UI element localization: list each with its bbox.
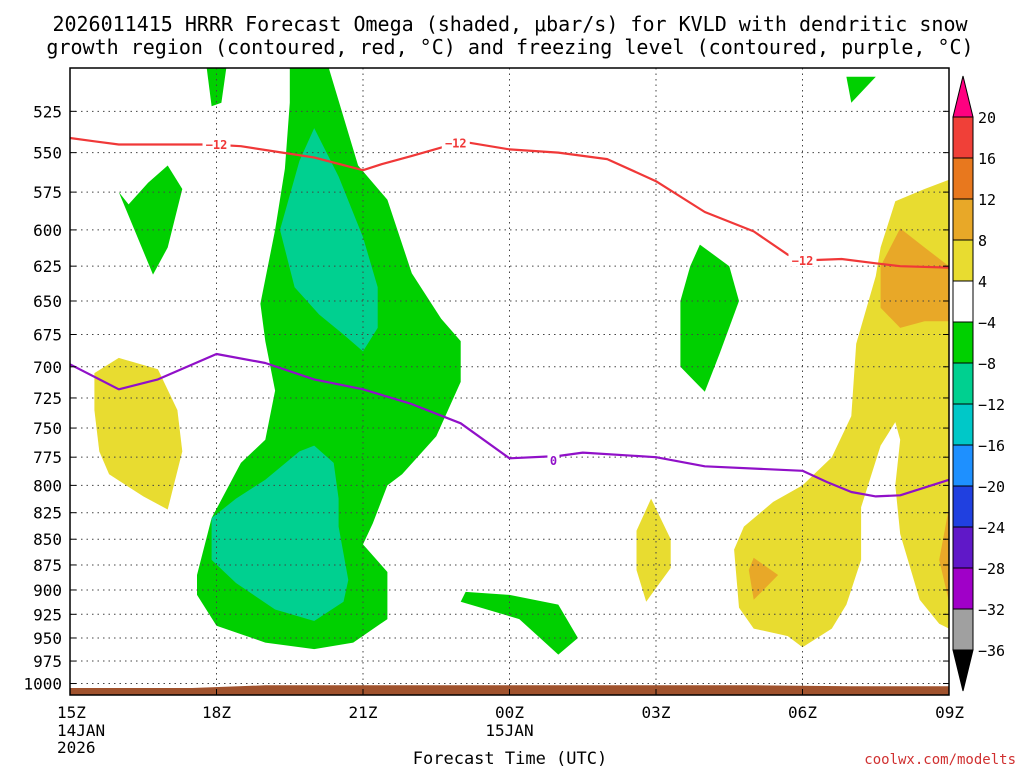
colorbar-bin-6 bbox=[952, 321, 974, 364]
colorbar-arrow-top bbox=[952, 75, 974, 118]
x-axis-title: Forecast Time (UTC) bbox=[413, 749, 607, 768]
colorbar-bin-4 bbox=[952, 239, 974, 282]
y-axis: 525 550 575 600 625 650 675 700 725 750 775 800 825 8… bbox=[23, 102, 949, 694]
colorbar-bin-5 bbox=[952, 280, 974, 323]
omega-area-6 bbox=[846, 76, 876, 103]
colorbar-bin-9 bbox=[952, 444, 974, 487]
colorbar-label-1: 16 bbox=[978, 150, 996, 168]
x-tick-sublabel-15JAN: 15JAN bbox=[485, 721, 533, 740]
y-tick-label-525: 525 bbox=[33, 102, 62, 121]
contour-lines: −12 −12 −12 0 bbox=[69, 135, 950, 498]
dgz-minus12-label-bg-2 bbox=[788, 253, 817, 267]
omega-area-4 bbox=[460, 591, 578, 655]
y-tick-label-750: 750 bbox=[33, 419, 62, 438]
credit-text: coolwx.com/modelts bbox=[864, 752, 1016, 768]
colorbar-label-7: −12 bbox=[978, 396, 1005, 414]
omega-area-14 bbox=[939, 507, 949, 602]
colorbar-bin-8 bbox=[952, 403, 974, 446]
colorbar-label-4: 4 bbox=[978, 273, 987, 291]
freezing-level-0-line bbox=[69, 352, 950, 498]
colorbar-label-13: −36 bbox=[978, 642, 1005, 660]
colorbar-label-10: −24 bbox=[978, 519, 1005, 537]
colorbar-bin-10 bbox=[952, 485, 974, 528]
colorbar-label-8: −16 bbox=[978, 437, 1005, 455]
colorbar-bin-1 bbox=[952, 116, 974, 159]
y-tick-label-650: 650 bbox=[33, 292, 62, 311]
omega-shaded-regions bbox=[94, 68, 949, 655]
y-tick-label-850: 850 bbox=[33, 530, 62, 549]
x-tick-label-00Z: 00Z bbox=[495, 703, 524, 722]
y-tick-label-875: 875 bbox=[33, 556, 62, 575]
dgz-minus12-label-2: −12 bbox=[792, 254, 814, 268]
chart-title-line-1: 2026011415 HRRR Forecast Omega (shaded, … bbox=[52, 12, 968, 36]
x-tick-sublabel-14JAN: 14JAN bbox=[57, 721, 105, 740]
dgz-minus12-label-1: −12 bbox=[445, 136, 467, 150]
x-tick-label-15Z: 15Z bbox=[57, 703, 86, 722]
colorbar-label-3: 8 bbox=[978, 232, 987, 250]
colorbar-bin-12 bbox=[952, 567, 974, 610]
omega-area-9 bbox=[94, 357, 183, 510]
freezing-level-0-label-bg-0 bbox=[547, 453, 560, 467]
colorbar-label-11: −28 bbox=[978, 560, 1005, 578]
omega-area-8 bbox=[211, 445, 349, 621]
omega-area-2 bbox=[118, 165, 183, 275]
y-tick-label-725: 725 bbox=[33, 389, 62, 408]
y-tick-label-775: 775 bbox=[33, 448, 62, 467]
colorbar-bin-7 bbox=[952, 362, 974, 405]
x-tick-label-03Z: 03Z bbox=[642, 703, 671, 722]
colorbar-bin-3 bbox=[952, 198, 974, 241]
colorbar-label-5: −4 bbox=[978, 314, 996, 332]
y-tick-label-825: 825 bbox=[33, 504, 62, 523]
colorbar: 20 16 12 8 4 −4 −8 −12 −16 −20 −24 −28 −32 −36 bbox=[952, 75, 1005, 692]
y-tick-label-900: 900 bbox=[33, 581, 62, 600]
freezing-level-0-label-0: 0 bbox=[550, 454, 557, 468]
x-tick-label-09Z: 09Z bbox=[935, 703, 964, 722]
y-tick-label-800: 800 bbox=[33, 476, 62, 495]
chart-title-line-2: growth region (contoured, red, °C) and f… bbox=[46, 35, 973, 59]
omega-area-5 bbox=[680, 244, 739, 392]
colorbar-label-6: −8 bbox=[978, 355, 996, 373]
omega-area-12 bbox=[880, 228, 949, 328]
colorbar-label-9: −20 bbox=[978, 478, 1005, 496]
y-tick-label-625: 625 bbox=[33, 257, 62, 276]
omega-area-1 bbox=[206, 68, 227, 107]
colorbar-arrow-bottom bbox=[952, 649, 974, 692]
colorbar-label-2: 12 bbox=[978, 191, 996, 209]
y-tick-label-1000: 1000 bbox=[23, 675, 62, 694]
dgz-minus12-label-bg-1 bbox=[441, 135, 470, 149]
x-tick-label-06Z: 06Z bbox=[788, 703, 817, 722]
x-tick-label-18Z: 18Z bbox=[202, 703, 231, 722]
colorbar-bin-2 bbox=[952, 157, 974, 200]
y-tick-label-925: 925 bbox=[33, 605, 62, 624]
x-tick-label-21Z: 21Z bbox=[349, 703, 378, 722]
x-tick-sublabel-2026: 2026 bbox=[57, 738, 96, 757]
y-tick-label-700: 700 bbox=[33, 358, 62, 377]
y-tick-label-550: 550 bbox=[33, 144, 62, 163]
omega-area-7 bbox=[280, 128, 378, 352]
y-tick-label-575: 575 bbox=[33, 183, 62, 202]
omega-area-13 bbox=[748, 557, 779, 600]
y-tick-label-950: 950 bbox=[33, 629, 62, 648]
colorbar-bin-13 bbox=[952, 608, 974, 651]
colorbar-bin-11 bbox=[952, 526, 974, 569]
dgz-minus12-label-bg-0 bbox=[202, 137, 231, 151]
dgz-minus12-label-0: −12 bbox=[206, 138, 228, 152]
y-tick-label-675: 675 bbox=[33, 325, 62, 344]
y-tick-label-600: 600 bbox=[33, 221, 62, 240]
omega-area-10 bbox=[636, 498, 671, 602]
colorbar-label-0: 20 bbox=[978, 109, 996, 127]
y-tick-label-975: 975 bbox=[33, 652, 62, 671]
colorbar-label-12: −32 bbox=[978, 601, 1005, 619]
